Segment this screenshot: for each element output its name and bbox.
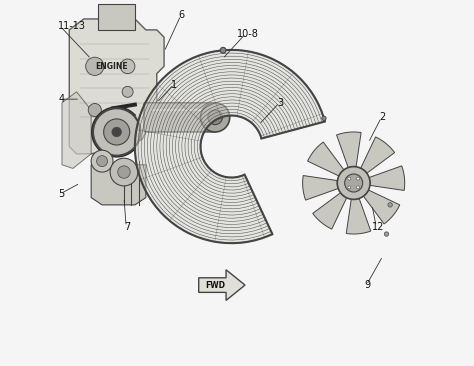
- Text: 3: 3: [277, 98, 283, 108]
- Circle shape: [345, 174, 363, 192]
- Circle shape: [118, 166, 130, 178]
- Circle shape: [208, 110, 222, 125]
- Circle shape: [93, 108, 140, 156]
- Text: 6: 6: [179, 10, 185, 20]
- Circle shape: [356, 177, 360, 180]
- Circle shape: [348, 177, 351, 180]
- Text: ENGINE: ENGINE: [95, 62, 128, 71]
- Circle shape: [86, 57, 104, 75]
- Circle shape: [97, 156, 108, 167]
- Polygon shape: [302, 176, 338, 200]
- Text: 4: 4: [58, 94, 64, 104]
- Text: 7: 7: [124, 222, 130, 232]
- Polygon shape: [91, 165, 146, 205]
- Text: 10-8: 10-8: [237, 29, 259, 38]
- Polygon shape: [308, 142, 344, 176]
- Text: 12: 12: [372, 222, 384, 232]
- Circle shape: [356, 186, 360, 189]
- Circle shape: [388, 203, 392, 207]
- Text: 1: 1: [172, 79, 177, 90]
- Text: FWD: FWD: [205, 281, 225, 290]
- Circle shape: [120, 59, 135, 74]
- Polygon shape: [346, 198, 371, 234]
- Text: 9: 9: [365, 280, 371, 290]
- Circle shape: [122, 86, 133, 97]
- Circle shape: [110, 158, 138, 186]
- Circle shape: [220, 47, 226, 53]
- Circle shape: [201, 103, 230, 132]
- Polygon shape: [69, 19, 164, 154]
- FancyBboxPatch shape: [144, 103, 217, 132]
- Polygon shape: [364, 190, 400, 224]
- Polygon shape: [199, 270, 245, 300]
- Polygon shape: [135, 50, 325, 243]
- Polygon shape: [361, 137, 395, 173]
- Circle shape: [348, 186, 351, 189]
- Polygon shape: [369, 166, 405, 190]
- Text: 5: 5: [58, 189, 64, 199]
- Circle shape: [88, 104, 101, 117]
- Polygon shape: [62, 92, 91, 168]
- Polygon shape: [99, 4, 135, 30]
- Circle shape: [112, 127, 121, 137]
- Circle shape: [337, 167, 370, 199]
- Text: 11-13: 11-13: [58, 21, 86, 31]
- Circle shape: [384, 232, 389, 236]
- Polygon shape: [313, 193, 346, 229]
- Circle shape: [322, 116, 326, 120]
- Polygon shape: [337, 132, 361, 168]
- Text: 2: 2: [379, 112, 385, 122]
- Circle shape: [91, 150, 113, 172]
- Circle shape: [104, 119, 130, 145]
